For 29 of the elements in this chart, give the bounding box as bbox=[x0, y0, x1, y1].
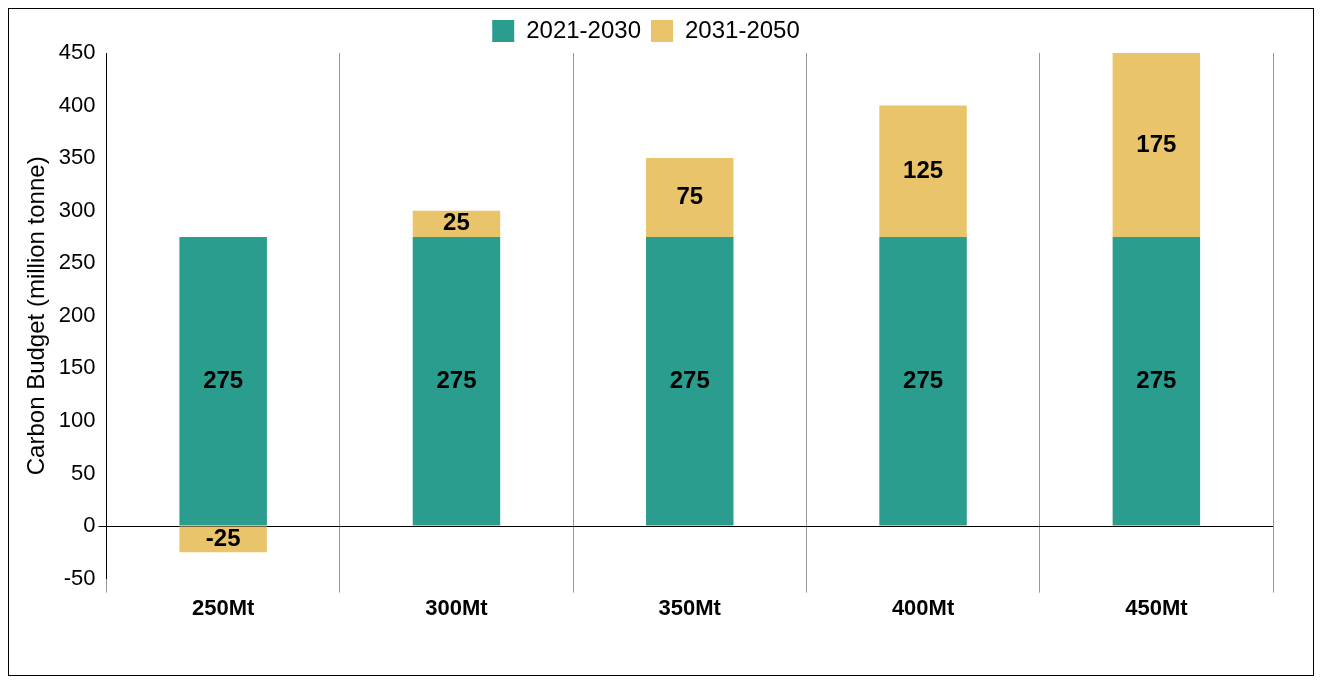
y-tick-label: 200 bbox=[58, 301, 96, 327]
y-tick-label: -50 bbox=[63, 564, 96, 590]
y-tick-label: 0 bbox=[83, 512, 96, 538]
y-tick-label: 300 bbox=[58, 196, 96, 222]
data-label: 275 bbox=[669, 365, 710, 393]
y-tick-label: 100 bbox=[58, 406, 96, 432]
y-tick-label: 150 bbox=[58, 354, 96, 380]
data-label: 175 bbox=[1136, 129, 1177, 157]
data-label: 275 bbox=[436, 365, 477, 393]
x-tick-label: 350Mt bbox=[658, 594, 722, 620]
data-label: 275 bbox=[1136, 365, 1177, 393]
y-tick-label: 400 bbox=[58, 91, 96, 117]
y-tick-label: 350 bbox=[58, 144, 96, 170]
data-label: 275 bbox=[203, 365, 244, 393]
data-label: -25 bbox=[205, 524, 241, 552]
y-axis-title: Carbon Budget (million tonne) bbox=[22, 156, 50, 476]
data-label: 275 bbox=[903, 365, 944, 393]
x-tick-label: 450Mt bbox=[1125, 594, 1189, 620]
data-label: 75 bbox=[676, 182, 704, 210]
y-tick-label: 250 bbox=[58, 249, 96, 275]
y-tick-label: 450 bbox=[58, 39, 96, 65]
legend-label: 2031-2050 bbox=[685, 15, 800, 43]
x-tick-label: 250Mt bbox=[191, 594, 256, 620]
x-tick-label: 400Mt bbox=[891, 594, 955, 620]
y-tick-label: 50 bbox=[71, 459, 96, 485]
legend-label: 2021-2030 bbox=[526, 15, 642, 43]
data-label: 125 bbox=[903, 155, 944, 183]
x-tick-label: 300Mt bbox=[425, 594, 489, 620]
data-label: 25 bbox=[443, 208, 470, 236]
